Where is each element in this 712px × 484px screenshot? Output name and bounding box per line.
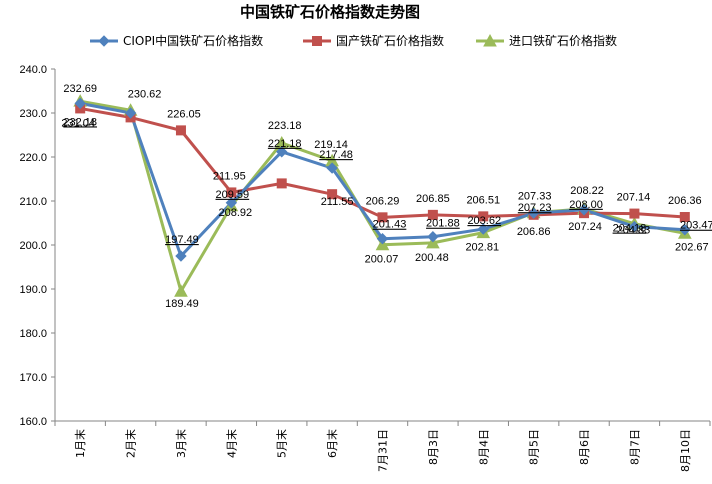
data-label: 206.86: [517, 226, 551, 238]
diamond-marker: [276, 146, 288, 158]
data-label: 221.18: [268, 138, 302, 150]
data-label: 211.55: [321, 196, 354, 208]
data-label: 204.83: [617, 225, 651, 237]
diamond-marker: [175, 250, 187, 262]
square-marker: [327, 189, 338, 200]
diamond-marker: [98, 35, 110, 47]
data-label: 206.85: [416, 193, 450, 205]
axes: 160.0 170.0 180.0 190.0 200.0 210.0 220.0 230.0…: [19, 64, 711, 472]
diamond-marker: [628, 220, 641, 233]
data-label: 209.59: [216, 189, 250, 201]
data-label: 223.18: [268, 120, 302, 132]
x-tick-label: 8月5日: [528, 429, 541, 465]
data-label: 232.18: [63, 116, 97, 128]
legend: CIOPI中国铁矿石价格指数 国产铁矿石价格指数 进口铁矿石价格指数: [90, 33, 617, 48]
diamond-marker: [124, 107, 137, 119]
data-labels: 232.18 197.49 209.59 221.18 217.48 201.43 201.…: [61, 83, 712, 310]
data-label: 207.33: [518, 191, 552, 203]
data-label: 204.18: [613, 223, 647, 235]
diamond-marker: [376, 233, 389, 245]
data-label: 206.29: [366, 195, 400, 207]
y-tick-label: 180.0: [19, 328, 47, 340]
x-tick-label: 8月7日: [628, 429, 641, 465]
data-label: 211.95: [213, 170, 246, 182]
x-tick-label: 8月10日: [679, 429, 692, 472]
legend-label: 进口铁矿石价格指数: [509, 33, 617, 48]
y-tick-label: 220.0: [19, 152, 47, 164]
diamond-marker: [527, 207, 540, 219]
square-marker: [478, 211, 489, 222]
square-marker: [377, 212, 388, 223]
square-marker: [226, 187, 237, 198]
data-label: 230.62: [128, 88, 162, 100]
legend-label: CIOPI中国铁矿石价格指数: [123, 33, 263, 48]
series-markers: [73, 94, 692, 297]
x-tick-label: 7月31日: [377, 429, 390, 472]
diamond-marker: [225, 197, 238, 209]
data-label: 207.24: [568, 221, 602, 233]
data-label: 203.62: [467, 215, 501, 227]
data-label: 219.14: [314, 139, 348, 151]
y-tick-label: 240.0: [19, 64, 47, 76]
diamond-marker: [427, 231, 439, 243]
square-marker: [629, 208, 640, 219]
x-tick-label: 8月3日: [427, 429, 440, 465]
data-label: 202.67: [675, 241, 709, 253]
data-label: 208.00: [569, 199, 603, 211]
triangle-marker: [483, 33, 497, 47]
x-tick-label: 6月末: [325, 429, 339, 458]
square-marker: [312, 36, 322, 46]
data-label: 208.92: [219, 207, 253, 219]
diamond-marker: [477, 223, 489, 235]
data-label: 201.88: [426, 218, 460, 230]
square-marker: [427, 209, 438, 220]
data-label: 207.14: [617, 192, 651, 204]
legend-label: 国产铁矿石价格指数: [336, 33, 444, 48]
x-tick-label: 3月末: [174, 429, 188, 458]
data-label: 202.81: [465, 242, 499, 254]
y-tick-label: 170.0: [19, 372, 47, 384]
data-label: 206.36: [668, 195, 702, 207]
x-tick-label: 5月末: [275, 429, 289, 458]
data-label: 200.07: [365, 254, 399, 266]
square-marker: [679, 212, 690, 223]
data-label: 203.47: [680, 220, 712, 232]
data-label: 189.49: [165, 298, 199, 310]
y-tick-label: 200.0: [19, 240, 47, 252]
x-tick-label: 1月末: [73, 429, 87, 458]
chart-title: 中国铁矿石价格指数走势图: [240, 3, 420, 21]
data-label: 200.48: [415, 252, 449, 264]
x-tick-label: 2月末: [124, 429, 138, 458]
data-label: 197.49: [165, 234, 199, 246]
y-tick-label: 230.0: [19, 108, 47, 120]
data-label: 231.04: [61, 117, 95, 129]
diamond-marker: [74, 97, 86, 110]
data-label: 226.05: [167, 108, 201, 120]
diamond-marker: [578, 204, 590, 216]
square-marker: [175, 125, 186, 136]
data-label: 208.22: [570, 185, 604, 197]
diamond-marker: [679, 224, 691, 236]
y-tick-label: 190.0: [19, 284, 47, 296]
y-tick-label: 160.0: [19, 416, 47, 428]
y-tick-label: 210.0: [19, 196, 47, 208]
data-label: 201.43: [373, 219, 407, 231]
square-marker: [276, 178, 287, 189]
data-label: 232.69: [63, 83, 97, 95]
x-tick-label: 8月4日: [477, 429, 490, 465]
triangle-marker: [174, 284, 188, 297]
data-label: 207.23: [518, 202, 552, 214]
data-label: 217.48: [319, 149, 353, 161]
x-tick-label: 8月6日: [578, 429, 591, 465]
data-label: 206.51: [466, 194, 500, 206]
diamond-marker: [326, 162, 338, 174]
x-tick-label: 4月末: [224, 429, 238, 458]
